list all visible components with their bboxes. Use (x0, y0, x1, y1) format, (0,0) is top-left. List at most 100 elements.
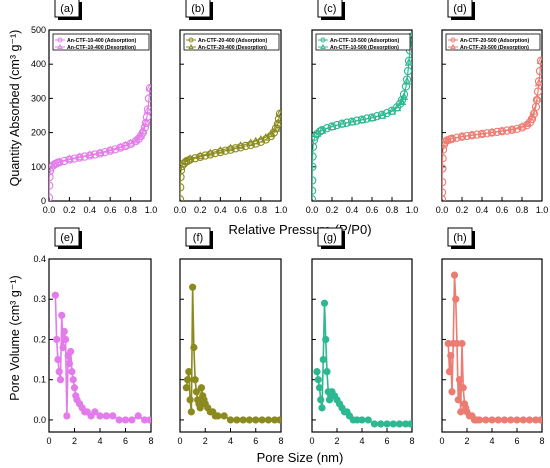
data-point (527, 112, 537, 121)
series-group (444, 271, 542, 424)
data-point (186, 396, 194, 404)
data-point (182, 384, 190, 392)
data-point (320, 299, 329, 307)
panel-label-box (447, 227, 473, 247)
x-tick-label: 0.0 (436, 205, 449, 215)
data-point (367, 113, 377, 122)
data-point (399, 92, 409, 100)
panel-label-box (54, 0, 80, 18)
data-point (382, 108, 392, 118)
data-point (146, 416, 151, 424)
x-tick-label: 0 (309, 436, 314, 446)
panel-f: (f) 0 2 4 6 8 (177, 227, 284, 446)
data-point (442, 138, 450, 147)
legend-entry: An-CTF-10-500 (Adsorption) (330, 38, 399, 44)
data-point (522, 119, 532, 127)
x-tick-label: 0.8 (516, 205, 529, 215)
data-point (318, 404, 326, 412)
data-point (487, 127, 497, 136)
legend-marker (450, 37, 456, 43)
data-point (383, 420, 391, 428)
data-point (276, 416, 281, 424)
data-point (358, 416, 366, 424)
data-point (233, 416, 241, 424)
data-point (102, 412, 110, 420)
data-point (442, 135, 452, 144)
data-point (314, 376, 322, 384)
legend-box (52, 33, 150, 51)
data-point (525, 416, 534, 424)
series-group (180, 109, 281, 201)
data-point (404, 58, 412, 66)
series-group (312, 32, 412, 201)
x-tick-label: 0.6 (234, 205, 247, 215)
data-point (494, 416, 502, 424)
data-point (322, 124, 332, 133)
legend-marker (57, 43, 63, 50)
top-x-axis-label: Relative Pressure (P/P0) (228, 222, 371, 237)
series-group (313, 299, 412, 428)
x-tick-label: 0.0 (306, 205, 319, 215)
data-point (264, 416, 272, 424)
data-point (121, 140, 130, 149)
data-point (236, 143, 245, 152)
data-point (190, 343, 198, 352)
data-point (75, 152, 84, 161)
data-point (312, 129, 322, 137)
data-point (183, 376, 192, 384)
data-point (392, 103, 402, 112)
data-point (455, 376, 464, 384)
panel-label-box (317, 227, 343, 247)
data-point (226, 145, 235, 154)
data-point (477, 129, 487, 137)
x-tick-label: 4 (359, 436, 364, 446)
data-point (49, 193, 54, 201)
legend-marker (57, 37, 63, 43)
plot-frame (179, 29, 282, 202)
data-point (507, 124, 517, 133)
x-tick-label: 4 (489, 436, 494, 446)
data-point (180, 183, 185, 192)
data-point (220, 412, 228, 420)
y-tick-label: 200 (31, 128, 46, 138)
data-point (61, 335, 70, 344)
data-point (402, 76, 412, 85)
x-tick-label: 0.6 (366, 205, 379, 215)
data-point (180, 195, 185, 201)
data-point (389, 420, 397, 428)
x-tick-label: 2 (334, 436, 339, 446)
data-point (136, 130, 146, 139)
data-point (180, 166, 186, 175)
data-point (357, 115, 367, 124)
data-point (266, 129, 276, 138)
legend-entry: An-CTF-10-500 (Desorption) (330, 45, 399, 51)
data-point (273, 118, 281, 127)
x-tick-label: 2 (464, 436, 469, 446)
series-group (49, 83, 151, 201)
x-tick-label: 0.2 (456, 205, 469, 215)
x-tick-label: 0.4 (476, 205, 489, 215)
data-point (445, 368, 454, 376)
data-point (488, 416, 496, 424)
x-tick-label: 6 (384, 436, 389, 446)
x-tick-label: 0 (439, 436, 444, 446)
data-point (370, 420, 379, 428)
y-tick-label: 0.0 (33, 415, 46, 425)
x-tick-label: 4 (97, 436, 102, 446)
data-point (497, 126, 507, 135)
legend-entry: An-CTF-10-400 (Desorption) (67, 45, 136, 51)
data-point (317, 396, 325, 404)
y-tick-label: 500 (31, 25, 46, 35)
series-line (184, 113, 281, 162)
data-point (450, 271, 459, 279)
y-tick-label: 100 (31, 162, 46, 172)
legend-box (445, 33, 541, 51)
data-point (214, 412, 222, 420)
data-point (226, 143, 235, 152)
x-tick-label: 1.0 (275, 205, 288, 215)
x-tick-label: 1.0 (536, 205, 549, 215)
data-point (312, 176, 317, 185)
data-point (458, 339, 466, 348)
series-line (447, 275, 541, 421)
